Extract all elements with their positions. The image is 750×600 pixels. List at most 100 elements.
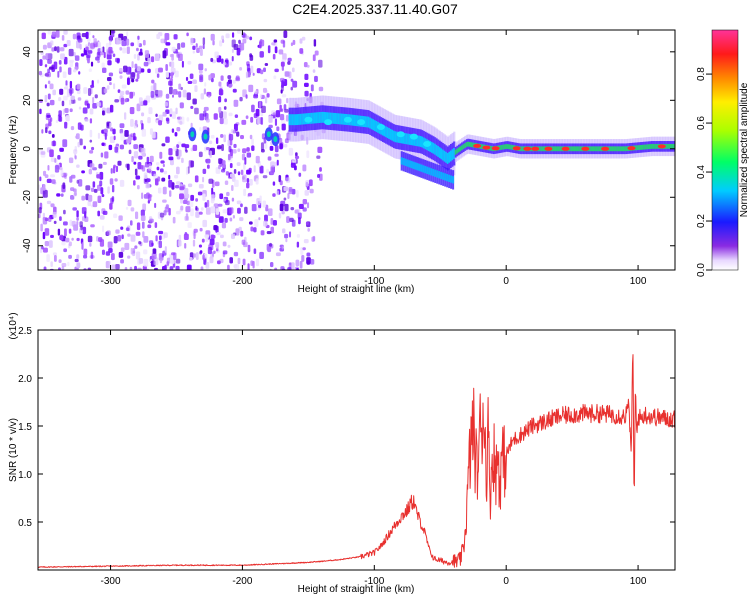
- spectrogram-band-core: [399, 132, 402, 144]
- spectrogram-cell: [228, 153, 231, 161]
- spectrogram-cell: [206, 91, 212, 97]
- spectrogram-cell: [272, 193, 276, 197]
- spectrogram-band-core: [510, 144, 513, 150]
- spectrogram-band-core: [508, 144, 511, 150]
- spectrogram-cell: [204, 202, 208, 208]
- spectrogram-cell: [219, 40, 223, 47]
- snr-y-label: SNR (10 * v/v): [8, 418, 19, 482]
- spectrogram-cell: [70, 187, 75, 191]
- spectrogram-cell: [104, 132, 107, 140]
- spectrogram-cell: [97, 59, 100, 64]
- spectrogram-band-core: [313, 112, 317, 124]
- spectrogram-cell: [93, 188, 98, 193]
- spectrogram-cell: [46, 102, 50, 107]
- spectrogram-cell: [70, 174, 76, 179]
- spectrogram-cell: [83, 49, 87, 54]
- spectrogram-cell: [57, 154, 61, 160]
- spectrogram-cell: [251, 204, 257, 212]
- spectrogram-band-core: [625, 146, 628, 152]
- spectrogram-cell: [292, 80, 298, 88]
- spectrogram-cell: [102, 225, 105, 233]
- spectrogram-cell: [80, 225, 83, 231]
- spectrogram-cell: [131, 61, 134, 68]
- spectrogram-cell: [222, 160, 226, 169]
- spectrogram-heatmap: [38, 30, 675, 270]
- spectrogram-band-core: [329, 112, 332, 124]
- spectrogram-cell: [62, 71, 67, 79]
- spectrogram-cell: [120, 132, 125, 141]
- spectrogram-cell: [246, 152, 252, 158]
- spectrogram-tail-core: [450, 175, 453, 183]
- spectrogram-cell: [306, 202, 310, 209]
- spectrogram-cell: [134, 168, 138, 176]
- spectrogram-cell: [55, 119, 59, 124]
- spectrogram-cell: [96, 174, 101, 179]
- spectrogram-cell: [58, 116, 63, 122]
- spectrogram-cell: [295, 267, 299, 270]
- spectrogram-peak: [601, 146, 610, 151]
- spectrogram-tail-core: [426, 166, 429, 174]
- spectrogram-cell: [301, 36, 306, 41]
- spectrogram-cell: [215, 242, 220, 248]
- spectrogram-cell: [79, 138, 83, 146]
- spectrogram-cell: [169, 54, 174, 58]
- spectrogram-cell: [47, 58, 52, 64]
- spectrogram-cell: [318, 59, 323, 68]
- spectrogram-cell: [168, 156, 174, 161]
- spectrogram-x-tick-label: -300: [101, 276, 121, 287]
- spectrogram-cell: [250, 226, 254, 232]
- spectrogram-tail-core: [436, 170, 439, 178]
- spectrogram-cell: [229, 138, 233, 146]
- spectrogram-cell: [126, 31, 129, 37]
- spectrogram-cell: [266, 231, 272, 235]
- spectrogram-tail-core: [440, 171, 443, 180]
- spectrogram-cell: [240, 203, 243, 208]
- spectrogram-cell: [119, 90, 125, 96]
- spectrogram-blob-core: [273, 136, 278, 143]
- spectrogram-band-core: [408, 133, 412, 145]
- spectrogram-cell: [102, 110, 105, 116]
- spectrogram-cell: [233, 43, 239, 50]
- spectrogram-cell: [132, 247, 136, 254]
- spectrogram-cell: [45, 53, 50, 61]
- spectrogram-cell: [38, 213, 41, 219]
- spectrogram-cell: [281, 123, 286, 131]
- spectrogram-cell: [107, 241, 113, 249]
- spectrogram-cell: [299, 38, 303, 44]
- spectrogram-cell: [103, 88, 108, 94]
- spectrogram-y-ticks: -40 -20 0 20 40: [22, 46, 675, 253]
- spectrogram-cell: [113, 213, 118, 219]
- spectrogram-band-core: [611, 146, 614, 152]
- spectrogram-cell: [231, 184, 234, 192]
- spectrogram-cell: [282, 53, 287, 61]
- spectrogram-cell: [57, 70, 60, 78]
- spectrogram-cell: [281, 94, 287, 98]
- spectrogram-cell: [137, 35, 140, 40]
- spectrogram-cell: [246, 182, 250, 189]
- spectrogram-cell: [210, 33, 215, 41]
- spectrogram-band-core: [351, 114, 355, 126]
- spectrogram-cell: [209, 238, 215, 246]
- spectrogram-cell: [190, 105, 194, 109]
- spectrogram-band-core: [383, 125, 386, 137]
- spectrogram-cell: [198, 244, 203, 248]
- spectrogram-cell: [274, 267, 278, 270]
- spectrogram-cell: [106, 76, 112, 82]
- spectrogram-cell: [228, 61, 233, 66]
- spectrogram-cell: [58, 110, 62, 117]
- snr-plot-area: [38, 330, 675, 570]
- spectrogram-cell: [76, 210, 79, 218]
- spectrogram-cell: [133, 151, 139, 159]
- spectrogram-cell: [96, 51, 101, 58]
- spectrogram-cell: [125, 163, 129, 168]
- spectrogram-cell: [44, 94, 48, 103]
- spectrogram-cell: [245, 35, 250, 40]
- spectrogram-cell: [312, 235, 316, 242]
- spectrogram-cell: [272, 220, 277, 226]
- spectrogram-cell: [47, 93, 51, 100]
- spectrogram-cell: [155, 113, 158, 118]
- spectrogram-cell: [114, 178, 118, 182]
- spectrogram-cell: [200, 266, 204, 270]
- spectrogram-cell: [275, 252, 281, 257]
- spectrogram-cell: [149, 218, 154, 223]
